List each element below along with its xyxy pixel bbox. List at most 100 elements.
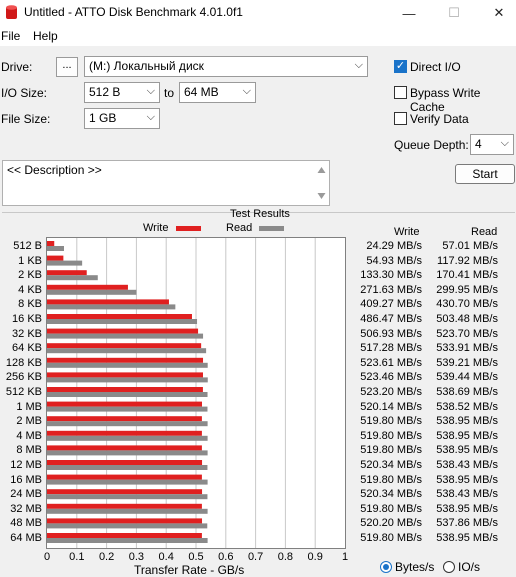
write-value: 523.61 MB/s	[360, 356, 422, 369]
write-bar	[47, 241, 55, 246]
read-bar	[47, 450, 208, 456]
write-bar	[47, 387, 203, 392]
write-bar	[47, 474, 202, 480]
write-value: 523.20 MB/s	[360, 386, 422, 398]
block-size-label: 1 MB	[16, 400, 42, 413]
bypass-write-cache-checkbox[interactable]	[394, 86, 407, 99]
write-bar	[47, 401, 203, 407]
read-value: 57.01 MB/s	[442, 240, 498, 252]
browse-button[interactable]: ...	[56, 57, 78, 77]
write-value: 523.46 MB/s	[360, 371, 422, 384]
block-size-label: 16 KB	[12, 313, 42, 325]
io-per-second-radio[interactable]	[443, 561, 455, 573]
write-bar	[47, 314, 192, 319]
x-tick-label: 1	[341, 551, 349, 563]
read-value: 430.70 MB/s	[436, 298, 498, 311]
window-title: Untitled - ATTO Disk Benchmark 4.01.0f1	[24, 5, 243, 19]
write-value: 486.47 MB/s	[360, 313, 422, 325]
write-value: 519.80 MB/s	[360, 532, 422, 544]
block-size-label: 12 MB	[10, 459, 42, 471]
block-size-label: 512 KB	[5, 386, 42, 398]
read-value: 538.52 MB/s	[436, 400, 498, 413]
io-to-label: to	[164, 86, 175, 100]
read-bar	[47, 392, 208, 397]
x-tick-label: 0.3	[128, 551, 145, 563]
chevron-down-icon: ⌵	[146, 85, 155, 97]
chevron-down-icon: ⌵	[354, 59, 363, 71]
write-value: 409.27 MB/s	[360, 298, 422, 311]
scroll-up-arrow-icon	[317, 167, 326, 173]
block-size-label: 48 MB	[10, 517, 42, 530]
io-from-value: 512 B	[89, 85, 121, 99]
block-size-label: 128 KB	[5, 356, 42, 369]
io-size-label: I/O Size:	[1, 86, 48, 100]
direct-io-checkbox[interactable]: ✓	[394, 60, 407, 73]
results-panel	[2, 212, 515, 572]
read-value: 538.43 MB/s	[436, 488, 498, 501]
description-field[interactable]: << Description >>	[2, 160, 330, 206]
write-bar	[47, 372, 203, 378]
write-value: 54.93 MB/s	[366, 254, 422, 267]
chevron-down-icon: ⌵	[500, 137, 509, 149]
file-size-select[interactable]: 1 GB ⌵	[84, 108, 160, 129]
block-size-label: 4 KB	[18, 283, 42, 296]
read-legend-swatch	[259, 226, 284, 231]
read-value: 117.92 MB/s	[437, 254, 498, 267]
read-bar	[47, 435, 208, 441]
read-value: 538.95 MB/s	[436, 532, 498, 544]
write-bar	[47, 270, 87, 276]
read-value: 537.86 MB/s	[436, 517, 498, 530]
queue-depth-label: Queue Depth:	[394, 138, 469, 152]
write-value: 517.28 MB/s	[360, 342, 422, 355]
block-size-label: 1 KB	[18, 254, 42, 267]
start-button[interactable]: Start	[455, 164, 515, 184]
write-bar	[47, 445, 202, 451]
menu-help[interactable]: Help	[33, 29, 58, 43]
verify-data-checkbox[interactable]	[394, 112, 407, 125]
read-bar	[47, 421, 208, 427]
write-value: 520.34 MB/s	[360, 488, 422, 501]
drive-select[interactable]: (M:) Локальный диск ⌵	[84, 56, 368, 77]
read-bar	[47, 289, 137, 295]
block-size-label: 512 B	[13, 240, 42, 252]
io-size-from-select[interactable]: 512 B ⌵	[84, 82, 160, 103]
read-value: 523.70 MB/s	[436, 327, 498, 340]
write-value: 519.80 MB/s	[360, 502, 422, 515]
menu-file[interactable]: File	[1, 29, 21, 43]
maximize-button[interactable]: ☐	[448, 5, 460, 20]
close-button[interactable]: ✕	[493, 5, 505, 20]
x-tick-label: 0	[43, 551, 51, 563]
write-value: 24.29 MB/s	[366, 240, 422, 252]
write-bar	[47, 489, 203, 495]
minimize-button[interactable]: —	[402, 5, 416, 21]
x-tick-label: 0.1	[69, 551, 85, 563]
io-size-to-select[interactable]: 64 MB ⌵	[179, 82, 256, 103]
menu-bar	[0, 26, 516, 46]
write-value: 133.30 MB/s	[360, 269, 422, 282]
write-value: 519.80 MB/s	[360, 415, 422, 428]
x-tick-label: 0.2	[98, 551, 115, 563]
write-bar	[47, 416, 202, 422]
read-bar	[47, 479, 208, 485]
read-bar	[47, 333, 204, 339]
read-value: 538.95 MB/s	[436, 429, 498, 442]
read-value: 539.44 MB/s	[436, 371, 498, 384]
bytes-per-second-label: Bytes/s	[395, 560, 435, 574]
read-bar	[47, 406, 208, 412]
block-size-label: 2 KB	[18, 269, 42, 282]
x-tick-label: 0.9	[307, 551, 323, 563]
direct-io-label: Direct I/O	[410, 60, 461, 74]
read-value: 539.21 MB/s	[436, 356, 498, 369]
write-value: 520.14 MB/s	[360, 400, 422, 413]
write-bar	[47, 357, 204, 363]
description-scrollbar[interactable]	[314, 161, 329, 205]
queue-depth-select[interactable]: 4 ⌵	[470, 134, 514, 155]
x-tick-label: 0.7	[247, 551, 264, 563]
block-size-label: 2 MB	[16, 415, 42, 428]
write-bar	[47, 518, 203, 524]
read-value: 503.48 MB/s	[436, 313, 498, 325]
read-bar	[47, 304, 176, 310]
write-bar	[47, 255, 64, 261]
bytes-per-second-radio[interactable]	[380, 561, 392, 573]
block-size-label: 256 KB	[5, 371, 42, 384]
